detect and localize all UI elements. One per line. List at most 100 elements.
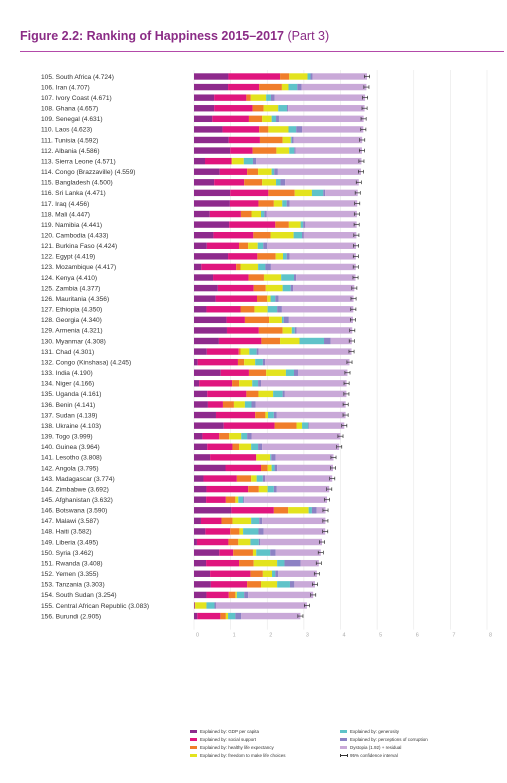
bar-segment-generosity — [289, 147, 295, 154]
bar-segment-generosity — [251, 517, 260, 525]
bar-segment-freedom — [225, 612, 229, 620]
country-label: 147. Malawi (3.587) — [41, 518, 99, 525]
bar-segment-social — [218, 337, 262, 345]
bar-segment-social — [223, 422, 275, 429]
bar-segment-generosity — [291, 327, 295, 334]
bar-segment-generosity — [267, 411, 274, 419]
country-label: 119. Namibia (4.441) — [41, 222, 102, 229]
bar-segment-freedom — [258, 168, 272, 175]
bar-segment-health — [253, 232, 271, 239]
bar-segment-corruption — [308, 422, 310, 429]
bar-segment-health — [268, 189, 295, 197]
bar-segment-gdp — [194, 147, 231, 154]
bar-segment-corruption — [275, 295, 279, 302]
bar-segment-corruption — [244, 591, 249, 599]
bar-segment-generosity — [238, 496, 244, 503]
bar-segment-gdp — [194, 390, 208, 398]
bar-segment-social — [215, 411, 256, 419]
bar-segment-dystopia — [289, 200, 358, 207]
bar-segment-dystopia — [274, 94, 366, 101]
bar-segment-health — [257, 253, 276, 260]
bar-segment-social — [200, 517, 222, 525]
country-label: 142. Angola (3.795) — [41, 465, 99, 472]
bar-segment-health — [231, 157, 233, 165]
country-label: 126. Mauritania (4.356) — [41, 296, 109, 303]
bar-segment-dystopia — [300, 559, 319, 567]
bar-segment-dystopia — [215, 602, 307, 609]
bar-segment-corruption — [252, 157, 257, 165]
country-label: 135. Uganda (4.161) — [41, 391, 102, 398]
bar-segment-corruption — [276, 115, 279, 123]
bar-segment-dystopia — [270, 263, 356, 271]
bar-segment-generosity — [285, 369, 294, 376]
bar-segment-corruption — [294, 147, 296, 154]
bar-segment-gdp — [194, 189, 231, 197]
bar-segment-health — [233, 549, 253, 556]
x-tick-label-0: 0 — [196, 633, 199, 639]
bar-segment-social — [206, 496, 226, 503]
country-label: 117. Iraq (4.456) — [41, 201, 89, 208]
bar-segment-freedom — [254, 306, 268, 313]
bar-segment-gdp — [194, 485, 207, 493]
bar-segment-dystopia — [277, 168, 361, 175]
bar-segment-social — [207, 401, 223, 408]
bar-segment-health — [232, 443, 240, 450]
bar-segment-generosity — [267, 306, 278, 313]
bar-segment-social — [213, 274, 249, 281]
bar-segment-health — [261, 464, 268, 472]
bar-segment-freedom — [233, 401, 245, 408]
bar-segment-freedom — [262, 115, 272, 123]
country-label: 150. Syria (3.462) — [41, 550, 93, 557]
legend-swatch — [190, 729, 197, 734]
bar-segment-dystopia — [244, 496, 328, 503]
bar-segment-generosity — [276, 179, 281, 186]
bar-segment-freedom — [258, 485, 268, 493]
bar-segment-generosity — [282, 253, 287, 260]
x-tick-label-5: 5 — [379, 633, 382, 639]
bar-segment-social — [210, 581, 248, 588]
figure-title-part: (Part 3) — [284, 29, 330, 43]
bar-segment-dystopia — [276, 485, 330, 493]
bar-segment-corruption — [256, 348, 259, 355]
bar-segment-corruption — [262, 358, 266, 366]
bar-segment-dystopia — [275, 454, 334, 461]
country-label: 121. Burkina Faso (4.424) — [41, 243, 117, 250]
bar-segment-generosity — [228, 612, 236, 620]
bar-segment-social — [197, 358, 238, 366]
bar-segment-gdp — [194, 538, 197, 546]
country-label: 148. Haiti (3.582) — [41, 529, 92, 536]
bar-segment-gdp — [194, 210, 210, 218]
bar-segment-corruption — [243, 496, 245, 503]
bar-segment-social — [206, 306, 241, 313]
bar-segment-social — [226, 316, 245, 324]
bar-segment-dystopia — [312, 73, 368, 80]
country-label: 130. Myanmar (4.308) — [41, 338, 106, 345]
bar-segment-corruption — [294, 327, 297, 334]
bar-segment-generosity — [281, 316, 284, 324]
x-tick-label-3: 3 — [306, 633, 309, 639]
bar-segment-health — [248, 274, 264, 281]
legend-label: Explained by: healthy life expectancy — [200, 745, 274, 750]
bar-segment-corruption — [259, 517, 263, 525]
bar-segment-freedom — [263, 274, 282, 281]
bar-segment-dystopia — [294, 581, 315, 588]
legend-label: Explained by: freedom to make life choic… — [200, 753, 286, 758]
bar-segment-social — [209, 210, 241, 218]
bar-segment-freedom — [282, 136, 291, 144]
bar-segment-health — [236, 263, 241, 271]
x-tick-label-7: 7 — [452, 633, 455, 639]
bar-segment-generosity — [271, 464, 275, 472]
bar-segment-gdp — [194, 83, 229, 91]
legend-label: Explained by: perceptions of corruption — [350, 737, 428, 742]
bar-segment-generosity — [270, 454, 272, 461]
bar-segment-corruption — [258, 443, 263, 450]
country-label: 111. Tunisia (4.592) — [41, 137, 98, 144]
bar-segment-gdp — [194, 570, 211, 577]
bar-segment-corruption — [258, 538, 261, 546]
country-label: 108. Ghana (4.657) — [41, 106, 98, 113]
bar-segment-corruption — [277, 306, 282, 313]
bar-segment-dystopia — [261, 380, 347, 387]
country-label: 118. Mali (4.447) — [41, 211, 90, 218]
bar-segment-gdp — [194, 591, 207, 599]
